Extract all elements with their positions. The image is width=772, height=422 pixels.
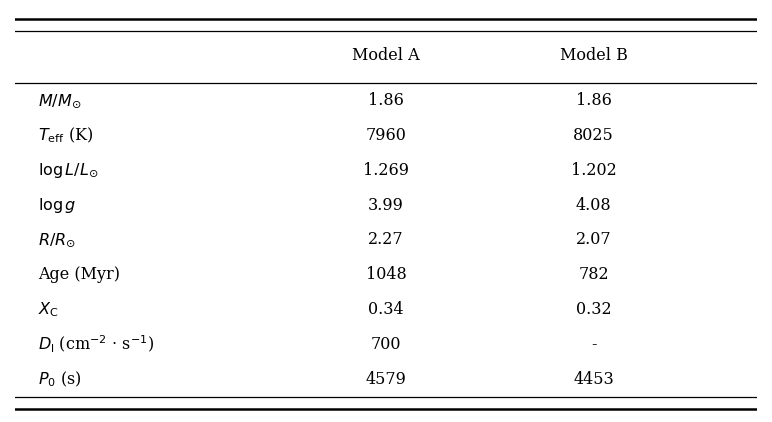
Text: Model A: Model A (352, 46, 420, 64)
Text: $\log g$: $\log g$ (38, 196, 76, 215)
Text: 7960: 7960 (366, 127, 406, 144)
Text: 1.202: 1.202 (571, 162, 616, 179)
Text: 4579: 4579 (366, 371, 406, 388)
Text: 1048: 1048 (366, 266, 406, 283)
Text: $\log L/L_{\odot}$: $\log L/L_{\odot}$ (38, 161, 98, 180)
Text: $P_{0}$ (s): $P_{0}$ (s) (38, 369, 81, 389)
Text: 2.07: 2.07 (576, 231, 611, 249)
Text: Model B: Model B (560, 46, 628, 64)
Text: Age (Myr): Age (Myr) (38, 266, 120, 283)
Text: $D_{\mathrm{l}}$ (cm$^{-2}$ $\cdot$ s$^{-1}$): $D_{\mathrm{l}}$ (cm$^{-2}$ $\cdot$ s$^{… (38, 334, 154, 355)
Text: 3.99: 3.99 (368, 197, 404, 214)
Text: 4.08: 4.08 (576, 197, 611, 214)
Text: 0.32: 0.32 (576, 301, 611, 318)
Text: 1.269: 1.269 (363, 162, 409, 179)
Text: 8025: 8025 (573, 127, 614, 144)
Text: 782: 782 (578, 266, 609, 283)
Text: 4453: 4453 (573, 371, 614, 388)
Text: $M/M_{\odot}$: $M/M_{\odot}$ (38, 92, 81, 110)
Text: 700: 700 (371, 336, 401, 353)
Text: 2.27: 2.27 (368, 231, 404, 249)
Text: $T_{\mathrm{eff}}$ (K): $T_{\mathrm{eff}}$ (K) (38, 126, 93, 145)
Text: $X_{\mathrm{C}}$: $X_{\mathrm{C}}$ (38, 300, 59, 319)
Text: 0.34: 0.34 (368, 301, 404, 318)
Text: 1.86: 1.86 (368, 92, 404, 109)
Text: 1.86: 1.86 (576, 92, 611, 109)
Text: $R/R_{\odot}$: $R/R_{\odot}$ (38, 231, 76, 249)
Text: -: - (591, 336, 596, 353)
